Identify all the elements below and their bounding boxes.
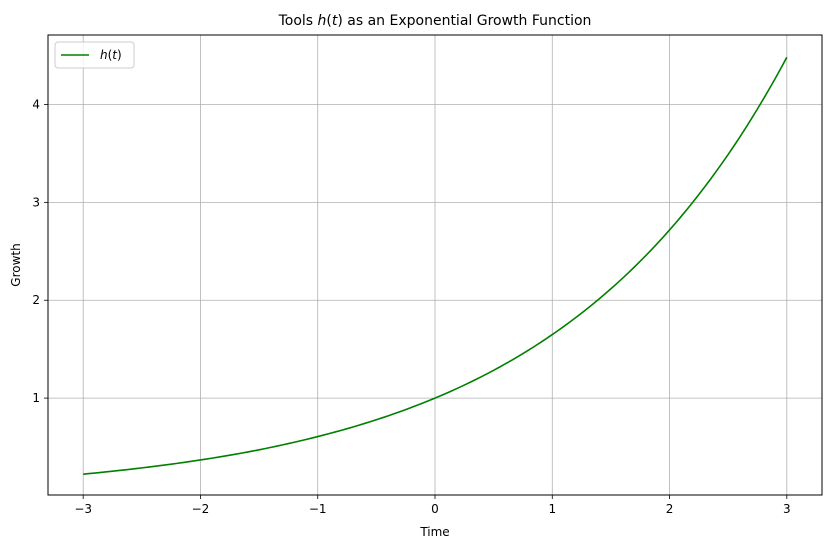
x-axis-label: Time (419, 525, 449, 539)
title-close-paren: ) (337, 13, 342, 29)
title-var: t (332, 13, 338, 29)
grid-lines (48, 35, 822, 495)
title-open-paren: ( (326, 13, 331, 29)
x-tick-label: 3 (783, 502, 791, 516)
y-tick-label: 4 (32, 97, 40, 111)
x-tick-label: 1 (548, 502, 556, 516)
x-tick-label: 2 (666, 502, 674, 516)
y-axis-label: Growth (9, 243, 23, 286)
legend: h(t) (54, 41, 135, 69)
legend-close-paren: ) (117, 48, 122, 62)
title-prefix: Tools (278, 13, 318, 29)
title-func: h (318, 13, 327, 29)
ticks: −3 −2 −1 0 1 2 3 1 2 3 4 (32, 97, 790, 516)
x-tick-label: −3 (74, 502, 92, 516)
legend-entry-label: h(t) (100, 48, 122, 62)
x-tick-label: −2 (192, 502, 210, 516)
series-lines (83, 56, 788, 475)
y-tick-label: 1 (32, 391, 40, 405)
title-suffix: as an Exponential Growth Function (343, 13, 592, 29)
chart-title: Tools h(t) as an Exponential Growth Func… (278, 13, 592, 29)
x-tick-label: 0 (431, 502, 439, 516)
y-tick-label: 3 (32, 195, 40, 209)
legend-func: h (100, 48, 108, 62)
legend-open-paren: ( (108, 48, 113, 62)
y-tick-label: 2 (32, 293, 40, 307)
legend-var: t (112, 48, 118, 62)
legend-box (54, 41, 135, 69)
x-tick-label: −1 (309, 502, 327, 516)
series-line (83, 56, 788, 475)
